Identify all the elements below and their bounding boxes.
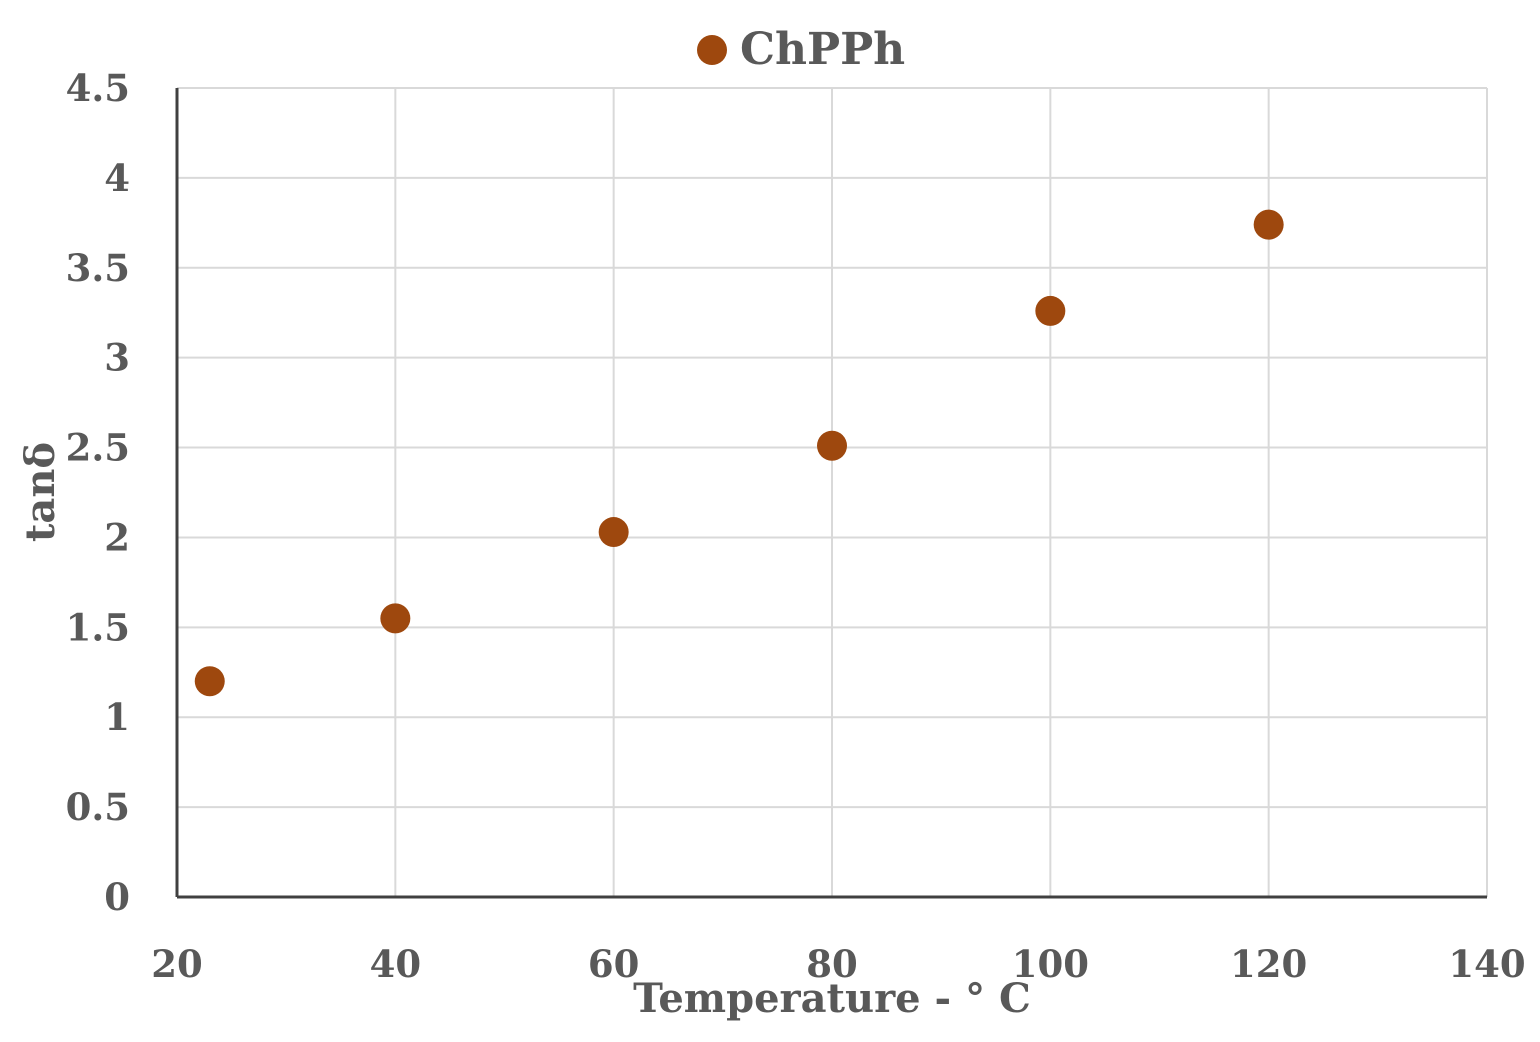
y-tick-label: 0.5 bbox=[66, 785, 130, 829]
data-point bbox=[1035, 295, 1066, 326]
x-axis-title: Temperature - ° C bbox=[633, 975, 1031, 1022]
x-tick-label: 140 bbox=[1448, 942, 1525, 986]
y-tick-label: 3 bbox=[104, 336, 130, 380]
data-point bbox=[817, 430, 847, 461]
data-point bbox=[380, 603, 411, 634]
x-tick-label: 20 bbox=[151, 942, 203, 986]
legend-marker bbox=[697, 35, 727, 65]
y-tick-labels: 0 0.5 1 1.5 2 2.5 3 3.5 4 4.5 bbox=[66, 66, 130, 919]
x-tick-label: 80 bbox=[806, 942, 858, 986]
y-tick-label: 1 bbox=[104, 695, 130, 739]
y-tick-label: 2.5 bbox=[66, 426, 130, 470]
data-point bbox=[1253, 209, 1284, 240]
y-tick-label: 3.5 bbox=[66, 246, 130, 290]
x-tick-label: 60 bbox=[588, 942, 640, 986]
data-point bbox=[598, 517, 629, 548]
y-tick-label: 4 bbox=[104, 156, 130, 200]
y-tick-label: 1.5 bbox=[66, 605, 130, 649]
grid bbox=[177, 87, 1488, 897]
x-tick-label: 100 bbox=[1012, 942, 1089, 986]
legend: ChPPh bbox=[697, 24, 905, 75]
legend-label: ChPPh bbox=[740, 24, 905, 75]
y-tick-label: 0 bbox=[104, 875, 130, 919]
data-point bbox=[194, 666, 225, 697]
y-tick-label: 2 bbox=[104, 515, 130, 559]
x-tick-label: 40 bbox=[370, 942, 422, 986]
y-tick-label: 4.5 bbox=[66, 66, 130, 110]
x-tick-labels: 20 40 60 80 100 120 140 bbox=[151, 942, 1525, 986]
data-points bbox=[194, 209, 1284, 697]
axes bbox=[175, 88, 1487, 899]
x-tick-label: 120 bbox=[1230, 942, 1307, 986]
y-axis-title: tanδ bbox=[17, 442, 64, 542]
